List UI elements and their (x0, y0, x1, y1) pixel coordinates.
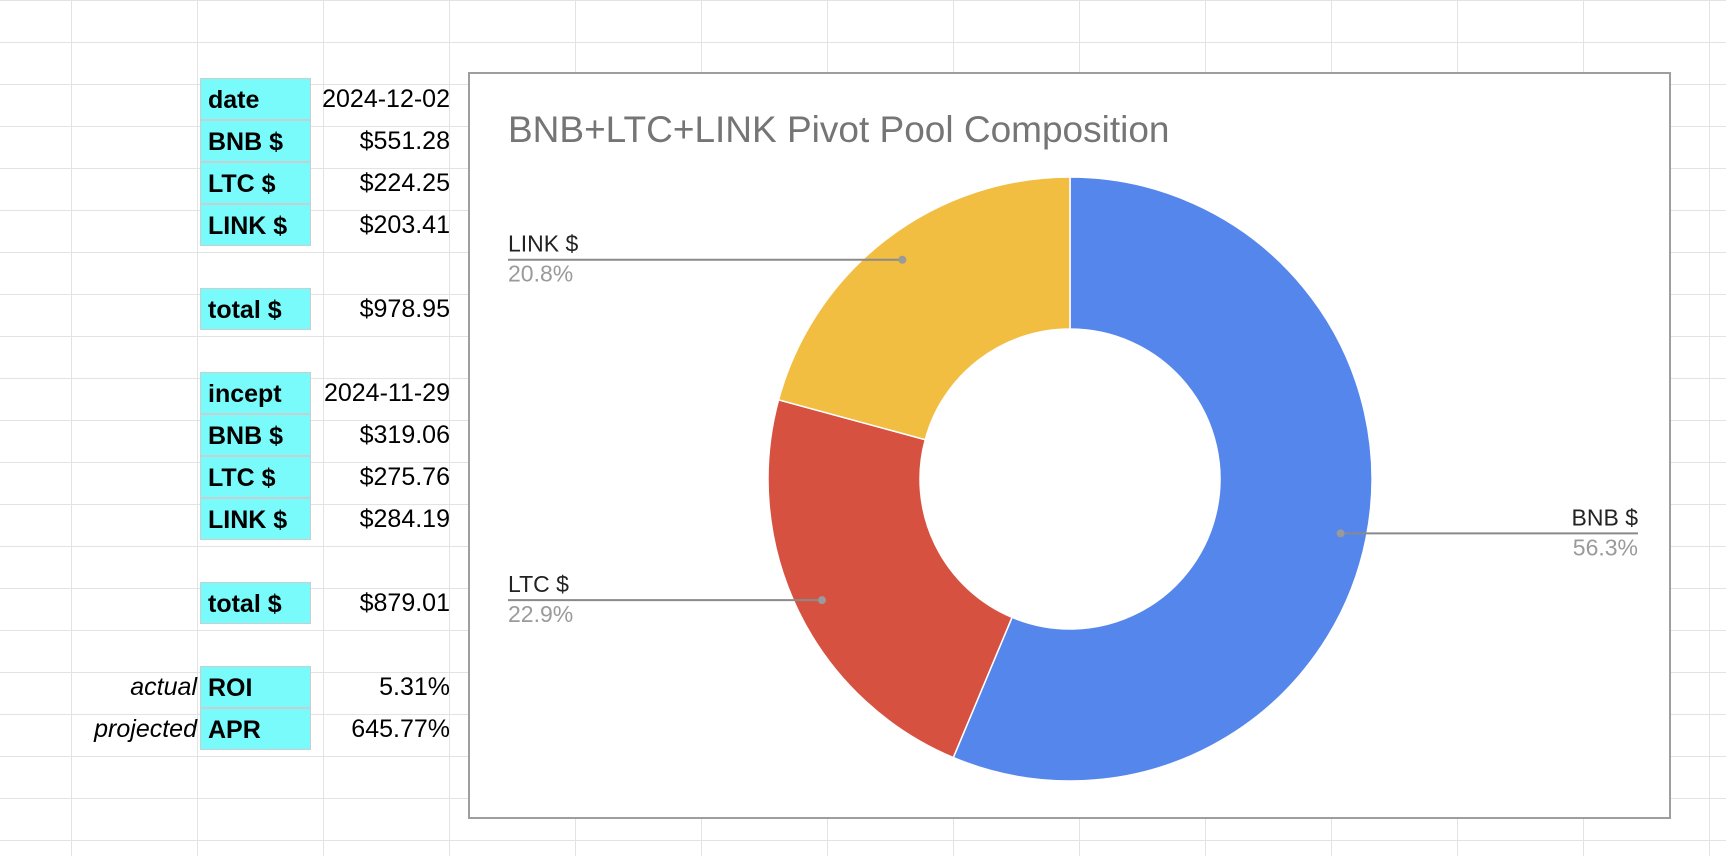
incept-label-cell[interactable]: incept (200, 372, 311, 414)
chart-slices (767, 176, 1373, 782)
incept-value-cell[interactable]: 2024-11-29 (323, 379, 450, 407)
slice-bnb[interactable] (952, 176, 1373, 782)
current-total-value-cell[interactable]: $978.95 (359, 295, 450, 323)
actual-side-label[interactable]: actual (130, 673, 197, 701)
date-value-cell[interactable]: 2024-12-02 (322, 85, 450, 113)
slice-label-ltc: LTC $ (508, 571, 569, 597)
ltc-incept-label-cell[interactable]: LTC $ (200, 456, 311, 498)
link-incept-label-cell[interactable]: LINK $ (200, 498, 311, 540)
incept-total-label-cell[interactable]: total $ (200, 582, 311, 624)
bnb-current-label-cell[interactable]: BNB $ (200, 120, 311, 162)
callout-dot-bnb (1336, 529, 1345, 538)
chart-callouts: BNB $ 56.3% LTC $ 22.9% LINK $ 20.8% (508, 231, 1638, 627)
link-current-label-cell[interactable]: LINK $ (200, 204, 311, 246)
chart-title: BNB+LTC+LINK Pivot Pool Composition (508, 109, 1170, 150)
bnb-incept-label-cell[interactable]: BNB $ (200, 414, 311, 456)
ltc-current-value-cell[interactable]: $224.25 (359, 169, 450, 197)
callout-dot-ltc (818, 596, 827, 605)
bnb-current-value-cell[interactable]: $551.28 (359, 127, 450, 155)
roi-label-cell[interactable]: ROI (200, 666, 311, 708)
donut-chart: BNB+LTC+LINK Pivot Pool Composition BNB … (508, 109, 1638, 782)
roi-value-cell[interactable]: 5.31% (379, 673, 450, 701)
slice-label-bnb: BNB $ (1572, 504, 1639, 530)
link-current-value-cell[interactable]: $203.41 (359, 211, 450, 239)
chart-panel[interactable]: BNB+LTC+LINK Pivot Pool Composition BNB … (468, 72, 1671, 819)
current-total-label-cell[interactable]: total $ (200, 288, 311, 330)
projected-side-label[interactable]: projected (94, 715, 197, 743)
slice-label-link: LINK $ (508, 231, 579, 257)
link-incept-value-cell[interactable]: $284.19 (359, 505, 450, 533)
slice-percent-link: 20.8% (508, 261, 573, 287)
callout-dot-link (898, 255, 907, 264)
incept-total-value-cell[interactable]: $879.01 (359, 589, 450, 617)
apr-label-cell[interactable]: APR (200, 708, 311, 750)
slice-percent-ltc: 22.9% (508, 601, 573, 627)
bnb-incept-value-cell[interactable]: $319.06 (359, 421, 450, 449)
slice-ltc[interactable] (767, 398, 1014, 759)
ltc-current-label-cell[interactable]: LTC $ (200, 162, 311, 204)
date-label-cell[interactable]: date (200, 78, 311, 120)
slice-link[interactable] (777, 176, 1071, 441)
apr-value-cell[interactable]: 645.77% (351, 715, 450, 743)
slice-percent-bnb: 56.3% (1573, 534, 1638, 560)
ltc-incept-value-cell[interactable]: $275.76 (359, 463, 450, 491)
